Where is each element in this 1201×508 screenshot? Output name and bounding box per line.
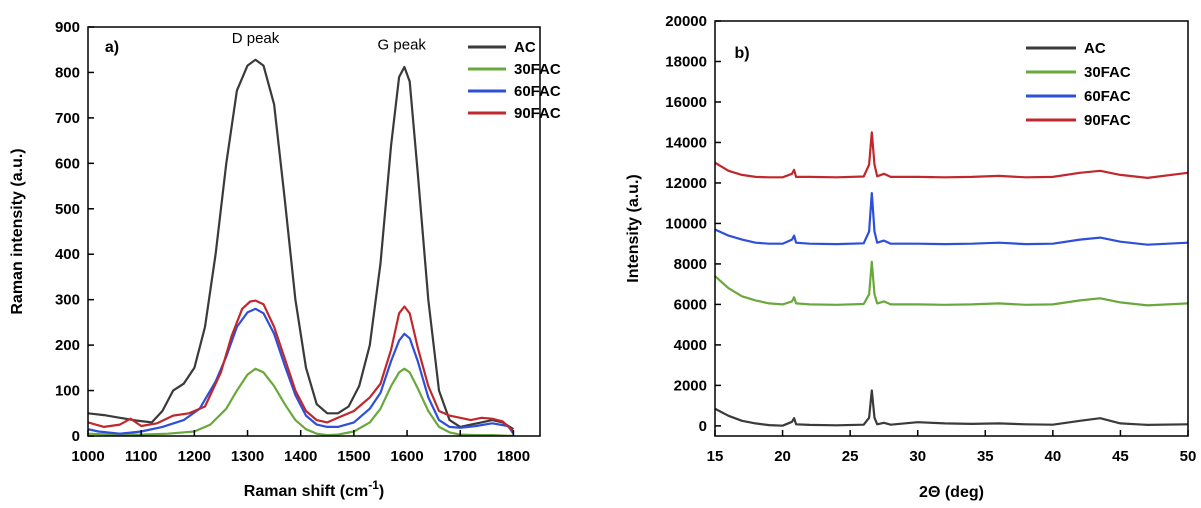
x-tick-label: 20 bbox=[774, 448, 791, 465]
x-tick-label: 25 bbox=[842, 448, 859, 465]
legend-label-ac: AC bbox=[1084, 40, 1106, 57]
xrd-chart-panel: 15 20 25 30 35 40 45 50 0 2000 4000 6000 8000 10000 12… bbox=[600, 0, 1201, 508]
y-tick-label: 0 bbox=[72, 428, 80, 445]
legend-label-90fac: 90FAC bbox=[514, 105, 561, 122]
y-tick-label: 16000 bbox=[665, 94, 707, 111]
legend-label-ac: AC bbox=[514, 39, 536, 56]
x-tick-label: 50 bbox=[1180, 448, 1197, 465]
legend-label-60fac: 60FAC bbox=[514, 83, 561, 100]
x-tick-label: 40 bbox=[1045, 448, 1062, 465]
y-tick-label: 14000 bbox=[665, 134, 707, 151]
y-tick-label: 12000 bbox=[665, 175, 707, 192]
y-tick-label: 400 bbox=[55, 246, 80, 263]
series-line-90fac bbox=[715, 131, 1188, 179]
xrd-chart: 15 20 25 30 35 40 45 50 0 2000 4000 6000 8000 10000 12… bbox=[625, 13, 1197, 501]
legend-label-90fac: 90FAC bbox=[1084, 112, 1131, 129]
y-tick-label: 20000 bbox=[665, 13, 707, 30]
x-tick-label: 15 bbox=[707, 448, 724, 465]
x-tick-label: 1000 bbox=[71, 448, 104, 465]
y-tick-label: 800 bbox=[55, 64, 80, 81]
y-tick-label: 100 bbox=[55, 383, 80, 400]
series-line-30fac bbox=[88, 367, 514, 436]
y-tick-label: 18000 bbox=[665, 53, 707, 70]
raman-chart-panel: 1000 1100 1200 1300 1400 1500 1600 1700 1800 0 100… bbox=[0, 0, 600, 508]
x-tick-label: 1300 bbox=[231, 448, 264, 465]
y-tick-label: 6000 bbox=[674, 296, 707, 313]
legend-label-60fac: 60FAC bbox=[1084, 88, 1131, 105]
plot-area bbox=[88, 58, 515, 436]
x-tick-label: 1500 bbox=[337, 448, 370, 465]
x-tick-label: 35 bbox=[977, 448, 994, 465]
y-tick-label: 500 bbox=[55, 201, 80, 218]
plot-frame bbox=[87, 26, 541, 437]
x-tick-label: 1400 bbox=[284, 448, 317, 465]
plot-area bbox=[715, 131, 1188, 427]
plot-frame bbox=[714, 20, 1189, 437]
x-tick-label: 45 bbox=[1112, 448, 1129, 465]
x-axis-title: 2Θ (deg) bbox=[919, 484, 984, 501]
x-axis-title: Raman shift (cm-1) bbox=[244, 478, 384, 500]
y-tick-label: 4000 bbox=[674, 337, 707, 354]
y-tick-label: 8000 bbox=[674, 256, 707, 273]
series-line-90fac bbox=[88, 299, 515, 433]
series-line-30fac bbox=[715, 260, 1188, 307]
annotation-g-peak: G peak bbox=[378, 37, 427, 54]
x-tick-label: 1700 bbox=[444, 448, 477, 465]
series-line-ac bbox=[88, 58, 514, 431]
x-tick-label: 30 bbox=[909, 448, 926, 465]
y-tick-label: 0 bbox=[699, 418, 707, 435]
y-axis-title: Raman intensity (a.u.) bbox=[9, 148, 26, 314]
x-tick-label: 1200 bbox=[178, 448, 211, 465]
y-tick-label: 10000 bbox=[665, 215, 707, 232]
series-line-ac bbox=[715, 389, 1188, 427]
legend-label-30fac: 30FAC bbox=[514, 61, 561, 78]
y-tick-label: 900 bbox=[55, 19, 80, 36]
y-tick-label: 200 bbox=[55, 337, 80, 354]
x-tick-label: 1100 bbox=[125, 448, 158, 465]
raman-chart: 1000 1100 1200 1300 1400 1500 1600 1700 1800 0 100… bbox=[9, 19, 561, 500]
panel-label: a) bbox=[105, 39, 119, 56]
y-tick-label: 300 bbox=[55, 292, 80, 309]
legend-label-30fac: 30FAC bbox=[1084, 64, 1131, 81]
x-tick-label: 1800 bbox=[497, 448, 530, 465]
annotation-d-peak: D peak bbox=[232, 30, 280, 47]
y-axis-title: Intensity (a.u.) bbox=[625, 174, 642, 282]
y-tick-label: 700 bbox=[55, 110, 80, 127]
y-tick-label: 600 bbox=[55, 155, 80, 172]
series-line-60fac bbox=[715, 192, 1188, 246]
x-tick-label: 1600 bbox=[390, 448, 423, 465]
panel-label: b) bbox=[734, 45, 749, 62]
y-tick-label: 2000 bbox=[674, 377, 707, 394]
